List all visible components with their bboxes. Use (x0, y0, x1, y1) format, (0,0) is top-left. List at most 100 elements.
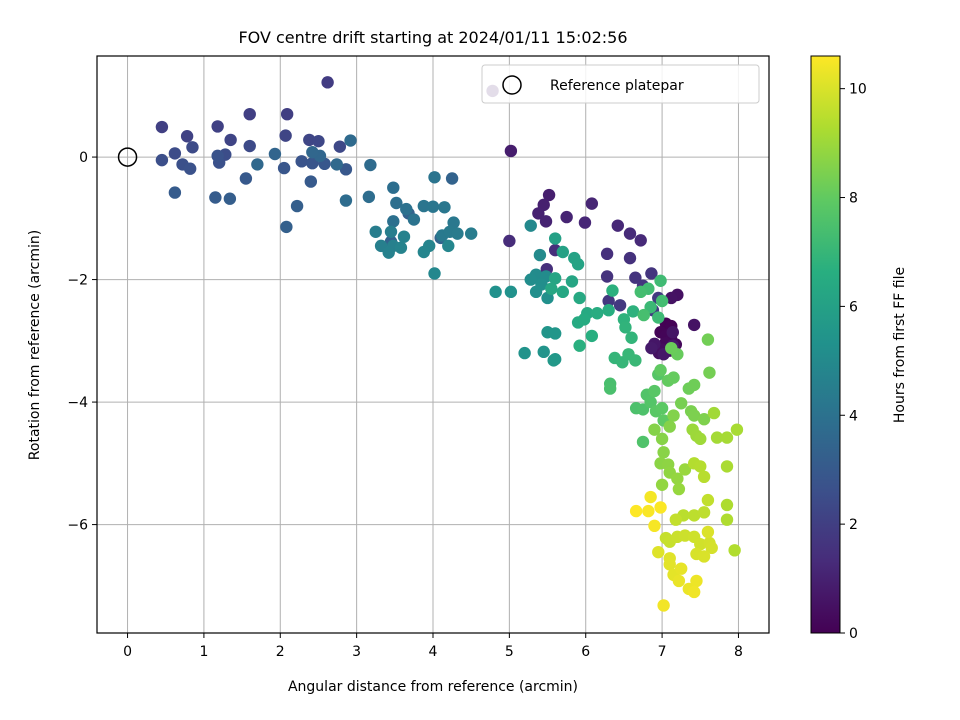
data-point (417, 199, 431, 213)
data-point (565, 275, 579, 288)
data-point (573, 291, 586, 305)
data-point (705, 541, 718, 555)
data-point (211, 149, 224, 163)
scatter-points (155, 76, 744, 612)
data-point (364, 158, 377, 172)
data-point (180, 130, 194, 143)
data-point (672, 574, 686, 588)
data-point (155, 153, 169, 167)
y-tick-label: −4 (67, 395, 88, 411)
data-point (280, 220, 293, 234)
data-point (438, 201, 451, 214)
data-point (694, 537, 707, 551)
data-point (701, 493, 715, 507)
y-axis-ticks: 0 −2 −4 −6 (67, 150, 97, 534)
reference-platepar-marker (117, 147, 138, 167)
data-point (655, 294, 669, 308)
data-point (654, 364, 667, 377)
x-axis-label: Angular distance from reference (arcmin) (288, 679, 578, 695)
colorbar-tick-label: 6 (849, 299, 858, 315)
data-point (707, 406, 721, 420)
colorbar: 0 2 4 6 8 10 Hours from first FF file (810, 55, 908, 642)
data-point (537, 345, 550, 359)
data-point (333, 140, 347, 153)
data-point (330, 158, 343, 171)
data-point (585, 197, 599, 210)
data-point (585, 329, 599, 343)
data-point (645, 341, 658, 355)
data-point (672, 482, 686, 496)
data-point (573, 339, 586, 352)
data-point (629, 354, 642, 367)
data-point (657, 599, 670, 612)
data-point (243, 139, 256, 153)
data-point (697, 550, 711, 563)
data-point (489, 285, 502, 299)
data-point (611, 219, 624, 232)
data-point (602, 303, 615, 317)
data-point (518, 346, 531, 360)
data-point (556, 285, 570, 299)
y-axis-label: Rotation from reference (arcmin) (27, 230, 43, 460)
data-point (387, 215, 400, 228)
data-point (362, 190, 376, 204)
data-point (654, 501, 667, 514)
data-point (428, 171, 441, 184)
colorbar-tick-label: 4 (849, 408, 858, 424)
data-point (665, 341, 678, 355)
data-point (321, 76, 334, 89)
legend-entry-reference-platepar: Reference platepar (550, 78, 684, 94)
data-point (645, 267, 658, 280)
data-point (168, 147, 182, 160)
data-point (720, 498, 734, 512)
data-point (243, 107, 256, 121)
data-point (547, 354, 560, 367)
data-point (382, 246, 395, 259)
data-point (239, 172, 253, 185)
data-point (710, 431, 724, 444)
data-point (648, 519, 661, 533)
data-point (312, 134, 325, 148)
data-point (644, 490, 657, 504)
data-point (663, 558, 676, 571)
data-point (636, 403, 650, 416)
data-point (674, 397, 688, 410)
data-point (251, 158, 264, 171)
data-point (277, 161, 291, 175)
data-point (623, 251, 637, 265)
data-point (701, 333, 715, 346)
data-point (545, 282, 558, 295)
data-point (532, 207, 545, 220)
y-tick-label: −2 (67, 273, 88, 289)
data-point (548, 232, 562, 245)
data-point (720, 460, 734, 473)
x-tick-label: 1 (199, 644, 208, 660)
data-point (667, 371, 680, 384)
data-point (183, 162, 197, 175)
data-point (529, 285, 543, 299)
data-point (533, 248, 547, 262)
data-point (186, 141, 199, 154)
colorbar-tick-label: 8 (849, 191, 858, 207)
data-point (223, 192, 237, 205)
data-point (687, 585, 701, 599)
data-point (280, 107, 294, 121)
data-point (397, 230, 411, 243)
data-point (590, 307, 604, 320)
y-tick-label: 0 (79, 150, 88, 166)
data-point (384, 225, 398, 238)
legend: Reference platepar (481, 64, 760, 104)
data-point (504, 285, 518, 299)
data-point (663, 420, 676, 433)
x-tick-label: 8 (734, 644, 743, 660)
data-point (394, 241, 408, 254)
data-point (600, 270, 614, 283)
data-point (657, 446, 670, 459)
data-point (306, 145, 319, 159)
data-point (730, 423, 744, 436)
x-tick-label: 7 (658, 644, 667, 660)
data-point (344, 134, 357, 147)
data-point (629, 271, 642, 284)
data-point (155, 120, 169, 134)
data-point (560, 210, 573, 224)
